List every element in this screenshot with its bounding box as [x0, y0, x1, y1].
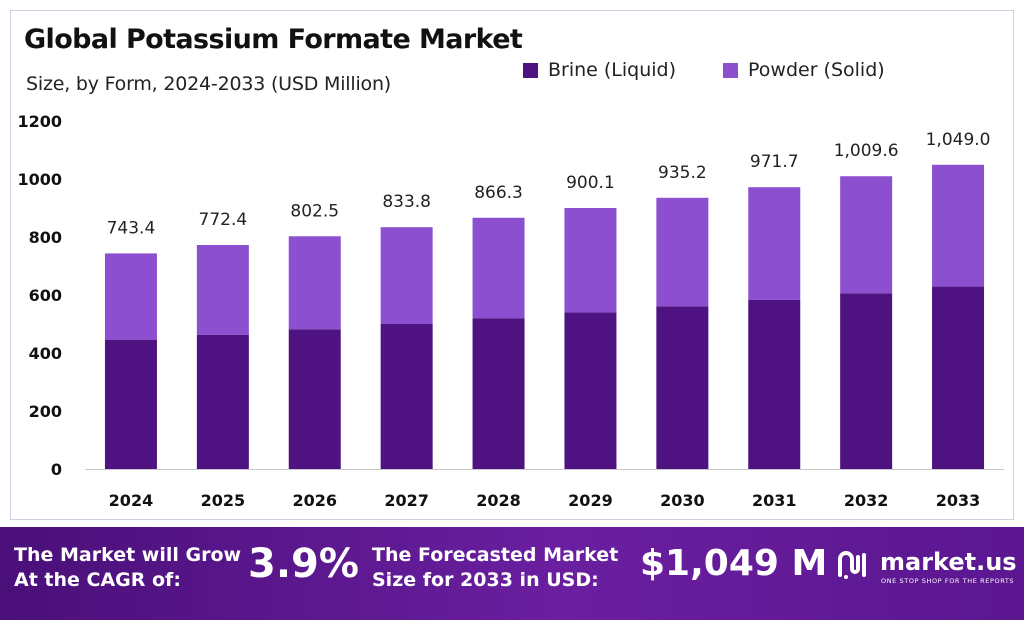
bar-segment-brine: [748, 299, 801, 469]
y-tick-label: 1200: [17, 112, 62, 131]
forecast-label: The Forecasted Market Size for 2033 in U…: [372, 543, 618, 593]
chart-subtitle: Size, by Form, 2024-2033 (USD Million): [26, 73, 392, 95]
legend-item-brine: Brine (Liquid): [523, 59, 676, 81]
y-tick-label: 400: [29, 344, 62, 363]
bar-segment-powder: [288, 236, 341, 330]
bar-segment-brine: [288, 329, 341, 469]
y-tick-label: 1000: [17, 170, 62, 189]
bar-segment-powder: [840, 176, 893, 294]
bar-segment-powder: [196, 245, 249, 335]
y-tick-label: 600: [29, 286, 62, 305]
bar-segment-brine: [656, 306, 709, 469]
y-tick-label: 800: [29, 228, 62, 247]
bar-chart: 0 200 400 600 800 1000 1200 743.4 2024 772.4 2025 8…: [17, 112, 1004, 510]
x-tick-label: 2028: [476, 491, 521, 510]
legend-swatch-brine: [523, 62, 538, 78]
y-tick-label: 0: [51, 460, 62, 479]
x-tick-label: 2027: [384, 491, 429, 510]
bar-total-label: 833.8: [382, 192, 431, 212]
bar-segment-brine: [472, 318, 525, 469]
bar-segment-powder: [104, 253, 157, 340]
x-tick-label: 2031: [752, 491, 797, 510]
cagr-label: The Market will Grow At the CAGR of:: [14, 543, 241, 593]
bar-segment-brine: [932, 286, 985, 469]
bar-total-label: 866.3: [474, 183, 523, 203]
bar-segment-brine: [564, 312, 617, 469]
cagr-value: 3.9%: [248, 541, 359, 587]
bar-segment-powder: [656, 197, 709, 307]
x-tick-label: 2033: [936, 491, 981, 510]
x-tick-label: 2032: [844, 491, 889, 510]
x-tick-label: 2025: [201, 491, 246, 510]
forecast-label-line1: The Forecasted Market: [372, 544, 619, 566]
forecast-value: $1,049 M: [640, 543, 828, 584]
bar-segment-brine: [104, 339, 157, 469]
x-tick-label: 2024: [109, 491, 154, 510]
bar-total-label: 772.4: [199, 210, 248, 230]
legend-label-brine: Brine (Liquid): [548, 59, 677, 81]
forecast-label-line2: Size for 2033 in USD:: [372, 569, 599, 591]
cagr-label-line1: The Market will Grow: [14, 544, 242, 566]
bar-segment-powder: [472, 217, 525, 319]
bar-total-label: 1,049.0: [926, 130, 991, 150]
bar-segment-brine: [196, 334, 249, 469]
bar-segment-powder: [380, 227, 433, 324]
bar-total-label: 1,009.6: [834, 141, 899, 161]
legend-item-powder: Powder (Solid): [723, 59, 885, 81]
bar-total-label: 935.2: [658, 163, 707, 183]
bar-segment-brine: [380, 324, 433, 469]
x-tick-label: 2029: [568, 491, 613, 510]
market-us-logo-icon: [838, 551, 866, 579]
bar-total-label: 802.5: [290, 201, 339, 221]
brand-tagline: ONE STOP SHOP FOR THE REPORTS: [881, 577, 1015, 585]
bar-segment-powder: [564, 207, 617, 313]
cagr-label-line2: At the CAGR of:: [14, 569, 181, 591]
bar-segment-powder: [932, 164, 985, 287]
bar-total-label: 971.7: [750, 152, 799, 172]
bar-segment-powder: [748, 187, 801, 300]
bar-total-label: 900.1: [566, 173, 615, 193]
bar-total-label: 743.4: [107, 218, 156, 238]
legend-label-powder: Powder (Solid): [748, 59, 885, 81]
x-tick-label: 2026: [292, 491, 337, 510]
legend-swatch-powder: [723, 62, 738, 78]
y-tick-label: 200: [29, 402, 62, 421]
x-tick-label: 2030: [660, 491, 705, 510]
chart-title: Global Potassium Formate Market: [24, 24, 523, 55]
bar-segment-brine: [840, 293, 893, 469]
brand-name: market.us: [880, 548, 1017, 576]
